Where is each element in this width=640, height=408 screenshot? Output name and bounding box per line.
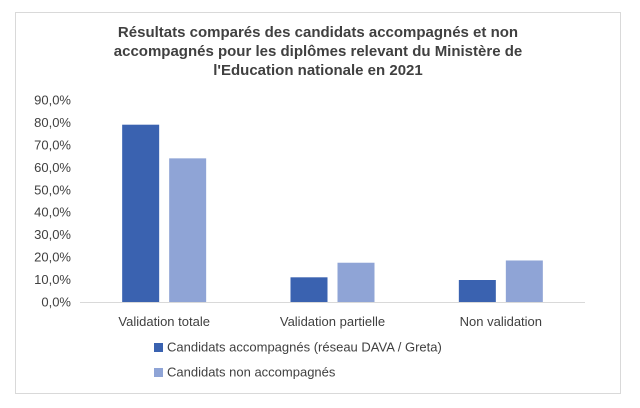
y-tick-label: 70,0% bbox=[34, 137, 71, 152]
legend-swatch bbox=[154, 343, 163, 352]
chart-frame bbox=[15, 12, 621, 394]
bar-series2-2 bbox=[337, 262, 375, 302]
chart-title-line: l'Education nationale en 2021 bbox=[213, 62, 422, 79]
bar-series1-1 bbox=[122, 124, 160, 302]
x-category-label: Non validation bbox=[460, 314, 542, 329]
y-axis: 0,0% 10,0% 20,0% 30,0% 40,0% 50,0% 60,0% 70,0% 8… bbox=[34, 93, 71, 310]
y-tick-label: 50,0% bbox=[34, 182, 71, 197]
y-tick-label: 90,0% bbox=[34, 93, 71, 108]
y-tick-label: 30,0% bbox=[34, 227, 71, 242]
bars bbox=[122, 124, 543, 302]
y-tick-label: 80,0% bbox=[34, 115, 71, 130]
bar-series1-3 bbox=[458, 280, 496, 302]
y-tick-label: 0,0% bbox=[41, 295, 71, 310]
legend-label: Candidats non accompagnés bbox=[167, 365, 336, 380]
x-category-label: Validation partielle bbox=[280, 314, 385, 329]
chart-title-line: Résultats comparés des candidats accompa… bbox=[118, 24, 518, 41]
y-tick-label: 40,0% bbox=[34, 205, 71, 220]
legend-label: Candidats accompagnés (réseau DAVA / Gre… bbox=[167, 340, 442, 355]
y-tick-label: 60,0% bbox=[34, 160, 71, 175]
y-tick-label: 20,0% bbox=[34, 250, 71, 265]
bar-series2-1 bbox=[169, 158, 207, 302]
x-category-label: Validation totale bbox=[118, 314, 210, 329]
y-tick-label: 10,0% bbox=[34, 272, 71, 287]
x-axis: Validation totale Validation partielle Non… bbox=[80, 302, 585, 329]
legend-swatch bbox=[154, 368, 163, 377]
chart-title: Résultats comparés des candidats accompa… bbox=[114, 24, 522, 79]
bar-series1-2 bbox=[290, 277, 328, 302]
chart-title-line: accompagnés pour les diplômes relevant d… bbox=[114, 43, 522, 60]
legend: Candidats accompagnés (réseau DAVA / Gre… bbox=[154, 340, 442, 380]
bar-series2-3 bbox=[505, 260, 543, 302]
